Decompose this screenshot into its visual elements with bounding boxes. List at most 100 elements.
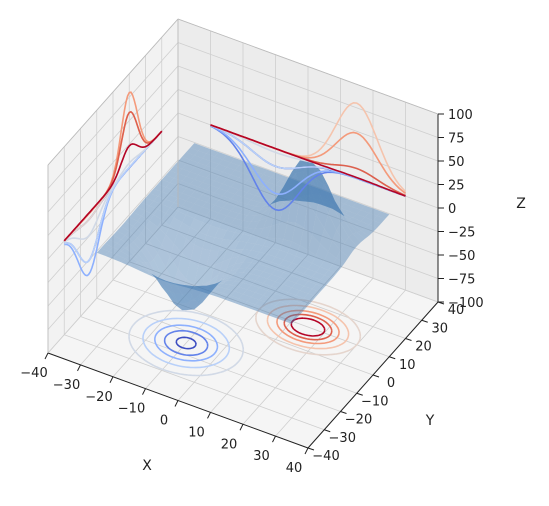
surface-patch [259,295,272,303]
surface-patch [247,262,260,270]
surface-patch [153,184,166,192]
surface-patch [206,149,219,157]
contour-z-level [266,304,350,350]
surface-patch [186,184,199,192]
x-tick-label: 40 [286,461,303,476]
surface-patch [230,249,243,259]
surface-patch [210,156,223,165]
surface-patch [218,277,231,283]
surface-patch [271,305,284,314]
surface-patch [186,147,199,156]
surface-patch [206,282,219,287]
z-tick-labels: −100 −75 −50 −25 0 25 50 75 100 [448,108,484,311]
grid-line-y-floor [112,279,374,376]
surface-patch [169,282,183,286]
surface-patch [275,264,288,273]
surface-patch [121,221,134,232]
surface-patch [190,218,203,232]
surface-patch [364,224,378,232]
surface-patch [194,287,207,292]
surface-patch [190,302,203,310]
surface-patch [165,256,178,283]
surface-patch [251,292,264,300]
surface-patch [340,242,353,258]
surface-patch [299,286,313,294]
surface-patch [324,183,337,205]
surface-patch [291,222,304,246]
surface-patch [308,179,321,215]
surface-patch [251,304,264,312]
surface-patch [149,234,162,254]
grid-line-z-side [47,159,179,307]
surface-patch [271,184,284,193]
surface-patch [214,249,227,265]
surface-patch [206,173,219,181]
surface-patch [226,268,239,277]
contour-z-level [175,336,197,350]
surface-patch [137,202,150,211]
surface-patch [251,213,264,222]
surface-patch [287,287,300,296]
surface-patch [234,177,248,186]
surface-patch [377,211,390,219]
surface-patch [263,210,276,229]
surface-patch [287,197,300,223]
surface-patch [267,286,280,294]
surface-patch [295,278,308,286]
surface-patch [238,249,252,257]
surface-patch [267,247,280,257]
surface-patch [157,179,170,188]
surface-patch [214,152,227,160]
surface-patch [291,184,304,199]
surface-patch [303,203,317,236]
y-tick [421,319,428,323]
surface-patch [194,285,207,289]
grid-line-y-floor [96,297,357,394]
surface-patch [169,202,183,212]
surface-patch [178,286,191,295]
surface-patch [255,202,268,207]
grid-line-y-floor [64,334,325,431]
surface-patch [173,268,187,295]
surface-patch [344,237,357,252]
grid-line-z-side [47,89,179,236]
surface-patch [230,281,243,287]
surface-patch [206,197,219,206]
surface-patch [259,174,272,182]
surface-patch [137,216,150,227]
surface-patch [129,254,142,262]
surface-patch [222,191,235,199]
surface-patch [234,201,248,209]
surface-patch [145,193,158,201]
surface-patch [271,197,284,204]
surface-patch [222,288,235,296]
surface-patch [255,217,268,229]
surface-patch [222,203,235,211]
surface-patch [161,199,174,208]
surface-patch [243,256,256,263]
surface-patch [165,182,178,191]
tick-marks [44,113,445,455]
surface-patch [198,222,211,236]
surface-patch [271,256,284,265]
contour-z-level [255,298,362,356]
surface-patch [230,262,243,272]
surface-patch [340,213,353,219]
surface-patch [190,143,203,151]
contour-z-level [163,330,209,356]
surface-patch [234,256,248,265]
y-tick-label: 20 [415,340,432,355]
surface-patch [234,298,248,307]
surface-patch [169,217,183,232]
surface-patch [182,188,195,197]
surface-patch [113,230,126,240]
surface-patch [190,285,203,287]
surface-patch [243,301,256,309]
surface-patch [312,272,325,280]
contour-z-level [128,309,245,377]
surface-patch [336,196,349,204]
surface-patch [238,220,252,228]
surface-patch [279,296,292,305]
